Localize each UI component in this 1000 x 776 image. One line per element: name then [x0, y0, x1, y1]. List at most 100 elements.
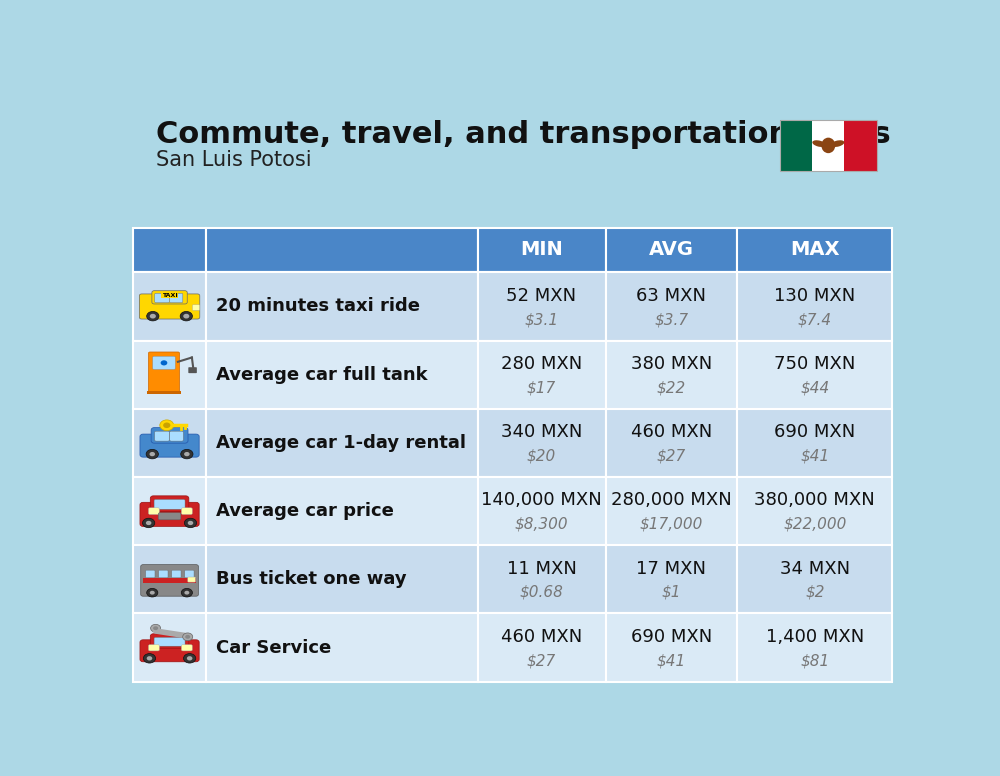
FancyBboxPatch shape	[606, 227, 737, 272]
FancyBboxPatch shape	[181, 645, 192, 651]
Text: 380,000 MXN: 380,000 MXN	[754, 491, 875, 509]
Text: $17,000: $17,000	[640, 517, 703, 532]
Text: $44: $44	[800, 380, 829, 395]
Text: $3.1: $3.1	[524, 312, 559, 327]
FancyBboxPatch shape	[148, 352, 179, 393]
FancyBboxPatch shape	[206, 477, 478, 546]
Circle shape	[180, 311, 192, 321]
Text: $27: $27	[527, 653, 556, 668]
Circle shape	[161, 360, 167, 365]
FancyBboxPatch shape	[606, 341, 737, 409]
Text: $8,300: $8,300	[515, 517, 568, 532]
Text: 140,000 MXN: 140,000 MXN	[481, 491, 602, 509]
Text: $41: $41	[800, 449, 829, 463]
FancyBboxPatch shape	[606, 614, 737, 681]
Text: Car Service: Car Service	[216, 639, 331, 656]
Circle shape	[185, 635, 190, 639]
FancyBboxPatch shape	[139, 294, 200, 319]
FancyBboxPatch shape	[478, 341, 606, 409]
Circle shape	[142, 518, 155, 528]
Circle shape	[187, 656, 192, 660]
FancyBboxPatch shape	[188, 577, 195, 582]
Text: 690 MXN: 690 MXN	[774, 423, 855, 442]
FancyBboxPatch shape	[606, 409, 737, 477]
FancyBboxPatch shape	[152, 291, 187, 304]
Text: $41: $41	[657, 653, 686, 668]
FancyBboxPatch shape	[737, 341, 892, 409]
FancyBboxPatch shape	[478, 614, 606, 681]
Text: 280,000 MXN: 280,000 MXN	[611, 491, 732, 509]
Circle shape	[181, 588, 192, 597]
Text: Average car full tank: Average car full tank	[216, 365, 427, 383]
Text: Commute, travel, and transportation costs: Commute, travel, and transportation cost…	[156, 120, 891, 149]
FancyBboxPatch shape	[140, 434, 199, 457]
FancyBboxPatch shape	[206, 272, 478, 341]
Text: $81: $81	[800, 653, 829, 668]
Text: MIN: MIN	[520, 241, 563, 259]
Circle shape	[181, 449, 193, 459]
Text: $1: $1	[662, 585, 681, 600]
FancyBboxPatch shape	[146, 570, 155, 578]
FancyBboxPatch shape	[185, 570, 194, 578]
Text: $2: $2	[805, 585, 824, 600]
Text: Average car price: Average car price	[216, 502, 394, 520]
Circle shape	[188, 521, 193, 525]
FancyBboxPatch shape	[148, 645, 159, 651]
FancyBboxPatch shape	[148, 508, 159, 514]
Text: 11 MXN: 11 MXN	[507, 559, 576, 577]
FancyBboxPatch shape	[133, 477, 206, 546]
Text: 52 MXN: 52 MXN	[507, 286, 577, 305]
Circle shape	[184, 452, 190, 456]
FancyBboxPatch shape	[143, 578, 196, 583]
Circle shape	[184, 518, 197, 528]
Text: Bus ticket one way: Bus ticket one way	[216, 570, 406, 588]
FancyBboxPatch shape	[478, 409, 606, 477]
Circle shape	[150, 591, 155, 594]
FancyBboxPatch shape	[147, 391, 181, 394]
FancyBboxPatch shape	[812, 120, 844, 171]
Circle shape	[160, 420, 174, 431]
FancyBboxPatch shape	[140, 639, 199, 662]
Circle shape	[184, 591, 189, 594]
Circle shape	[183, 314, 189, 318]
Text: 340 MXN: 340 MXN	[501, 423, 582, 442]
Circle shape	[153, 626, 158, 630]
Text: 460 MXN: 460 MXN	[631, 423, 712, 442]
FancyBboxPatch shape	[158, 513, 181, 520]
Text: AVG: AVG	[649, 241, 694, 259]
Text: $7.4: $7.4	[798, 312, 832, 327]
Circle shape	[183, 633, 193, 641]
FancyBboxPatch shape	[172, 570, 181, 578]
FancyBboxPatch shape	[150, 496, 189, 511]
Text: 20 minutes taxi ride: 20 minutes taxi ride	[216, 297, 420, 316]
FancyBboxPatch shape	[606, 477, 737, 546]
FancyBboxPatch shape	[737, 409, 892, 477]
FancyBboxPatch shape	[133, 546, 206, 614]
FancyBboxPatch shape	[133, 272, 206, 341]
Circle shape	[146, 449, 158, 459]
Circle shape	[149, 452, 155, 456]
FancyBboxPatch shape	[141, 565, 198, 596]
Text: 690 MXN: 690 MXN	[631, 628, 712, 646]
FancyBboxPatch shape	[151, 428, 188, 443]
FancyBboxPatch shape	[133, 409, 206, 477]
FancyBboxPatch shape	[478, 546, 606, 614]
Text: $17: $17	[527, 380, 556, 395]
FancyBboxPatch shape	[737, 614, 892, 681]
FancyBboxPatch shape	[206, 341, 478, 409]
Circle shape	[184, 653, 196, 663]
Text: $3.7: $3.7	[654, 312, 688, 327]
FancyBboxPatch shape	[154, 500, 185, 509]
FancyBboxPatch shape	[155, 431, 169, 441]
FancyBboxPatch shape	[478, 272, 606, 341]
Text: 34 MXN: 34 MXN	[780, 559, 850, 577]
FancyBboxPatch shape	[150, 634, 189, 648]
Text: 380 MXN: 380 MXN	[631, 355, 712, 373]
Circle shape	[163, 422, 170, 428]
Ellipse shape	[831, 140, 844, 147]
Ellipse shape	[812, 140, 826, 147]
FancyBboxPatch shape	[181, 508, 192, 514]
FancyBboxPatch shape	[159, 570, 168, 578]
FancyBboxPatch shape	[737, 227, 892, 272]
Text: 280 MXN: 280 MXN	[501, 355, 582, 373]
